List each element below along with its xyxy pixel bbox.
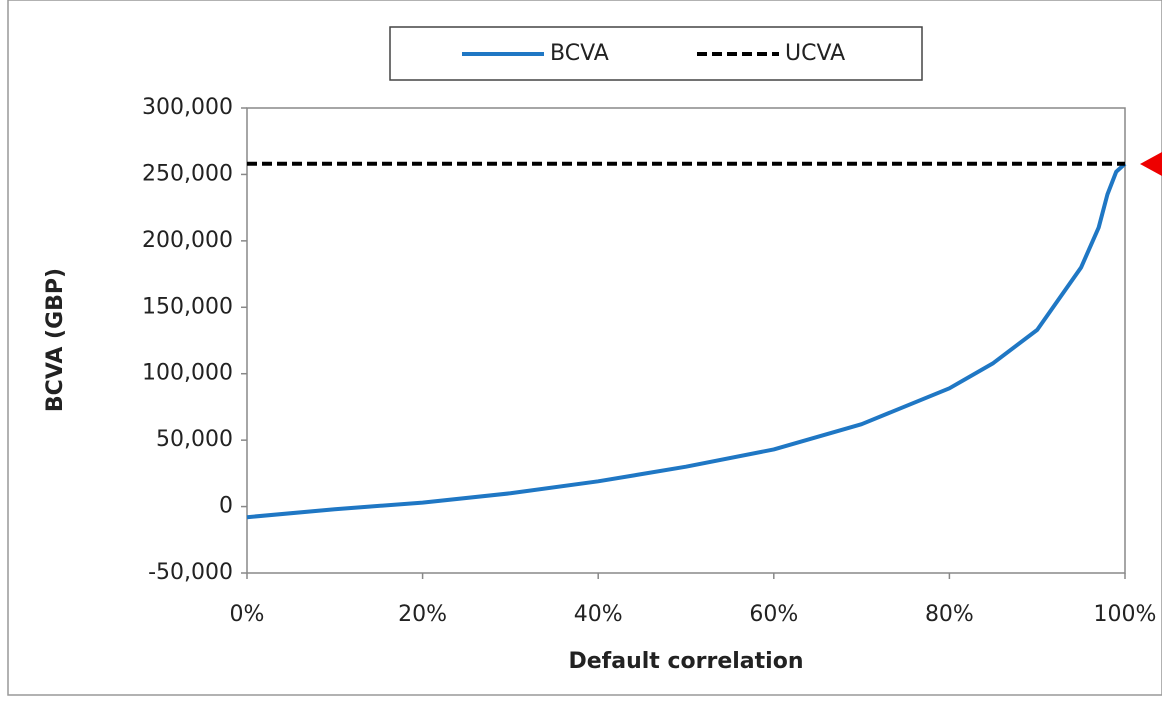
x-tick-label: 80% — [925, 602, 974, 627]
series-line — [246, 162, 1127, 520]
y-tick-label: 0 — [219, 494, 233, 519]
x-tick-label: 60% — [749, 602, 798, 627]
y-tick-label: -50,000 — [148, 560, 233, 585]
y-tick-label: 250,000 — [142, 161, 233, 186]
x-axis-title: Default correlation — [569, 649, 804, 674]
x-tick-label: 40% — [574, 602, 623, 627]
x-tick-label: 0% — [230, 602, 265, 627]
y-tick-label: 200,000 — [142, 228, 233, 253]
x-tick-label: 100% — [1094, 602, 1157, 627]
plot-area — [246, 107, 1126, 574]
x-tick-label: 20% — [398, 602, 447, 627]
y-tick-label: 150,000 — [142, 294, 233, 319]
y-axis-title: BCVA (GBP) — [43, 268, 68, 412]
y-tick-label: 300,000 — [142, 95, 233, 120]
y-tick-label: 100,000 — [142, 361, 233, 386]
chart-frame — [7, 0, 1162, 696]
legend-label: BCVA — [550, 41, 609, 66]
legend-label: UCVA — [785, 41, 845, 66]
y-tick-label: 50,000 — [156, 427, 233, 452]
annotation-arrow — [1140, 152, 1162, 176]
